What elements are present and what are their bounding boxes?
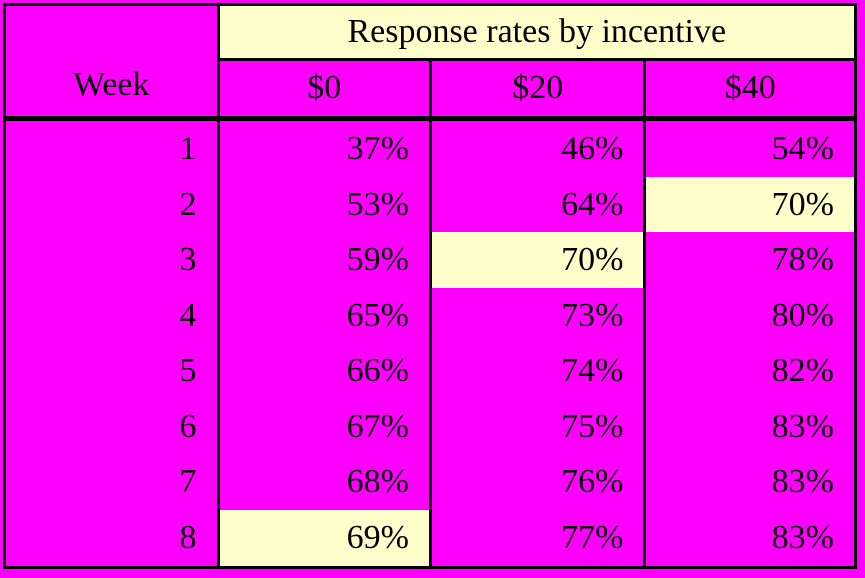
data-cell: 80% [643,287,857,344]
data-cell: 54% [643,118,857,177]
response-rates-table-container: Week Response rates by incentive $0 $20 … [3,3,857,569]
data-cell: 59% [216,232,432,288]
data-cell: 64% [428,176,647,233]
table-row-week-6: 6 67% 75% 83% [3,399,857,455]
data-cell-highlighted: 70% [428,232,647,288]
data-cell: 83% [643,510,857,568]
data-cell: 76% [428,454,647,511]
table-title: Response rates by incentive [216,4,857,61]
table-row-week-4: 4 65% 73% 80% [3,287,857,344]
week-cell: 6 [3,399,220,455]
data-cell: 74% [428,343,647,400]
data-cell: 78% [643,232,857,288]
data-cell: 46% [428,118,647,177]
week-cell: 8 [3,510,220,568]
table-row-week-1: 1 37% 46% 54% [3,118,857,177]
column-header-0-dollar: $0 [216,59,432,122]
week-cell: 2 [3,176,220,233]
week-column-header: Week [3,4,220,122]
data-cell: 83% [643,454,857,511]
data-cell: 82% [643,343,857,400]
week-cell: 4 [3,287,220,344]
column-header-40-dollar: $40 [643,59,857,122]
column-header-20-dollar: $20 [428,59,647,122]
data-cell: 68% [216,454,432,511]
data-cell-highlighted: 69% [216,510,432,568]
data-cell: 53% [216,176,432,233]
week-cell: 5 [3,343,220,400]
response-rates-table: Week Response rates by incentive $0 $20 … [3,3,857,569]
data-cell: 37% [216,118,432,177]
title-row: Week Response rates by incentive [3,4,857,122]
column-header-row: $0 $20 $40 [5,59,857,122]
data-cell-highlighted: 70% [643,176,857,233]
data-cell: 67% [216,399,432,455]
week-cell: 1 [3,118,220,177]
week-cell: 7 [3,454,220,511]
table-row-week-5: 5 66% 74% 82% [3,343,857,400]
data-cell: 77% [428,510,647,568]
data-cell: 65% [216,287,432,344]
table-row-week-2: 2 53% 64% 70% [3,176,857,233]
table-row-week-3: 3 59% 70% 78% [3,232,857,288]
table-row-week-8: 8 69% 77% 83% [3,510,857,568]
data-cell: 73% [428,287,647,344]
data-cell: 75% [428,399,647,455]
data-cell: 66% [216,343,432,400]
week-cell: 3 [3,232,220,288]
table-row-week-7: 7 68% 76% 83% [3,454,857,511]
data-cell: 83% [643,399,857,455]
